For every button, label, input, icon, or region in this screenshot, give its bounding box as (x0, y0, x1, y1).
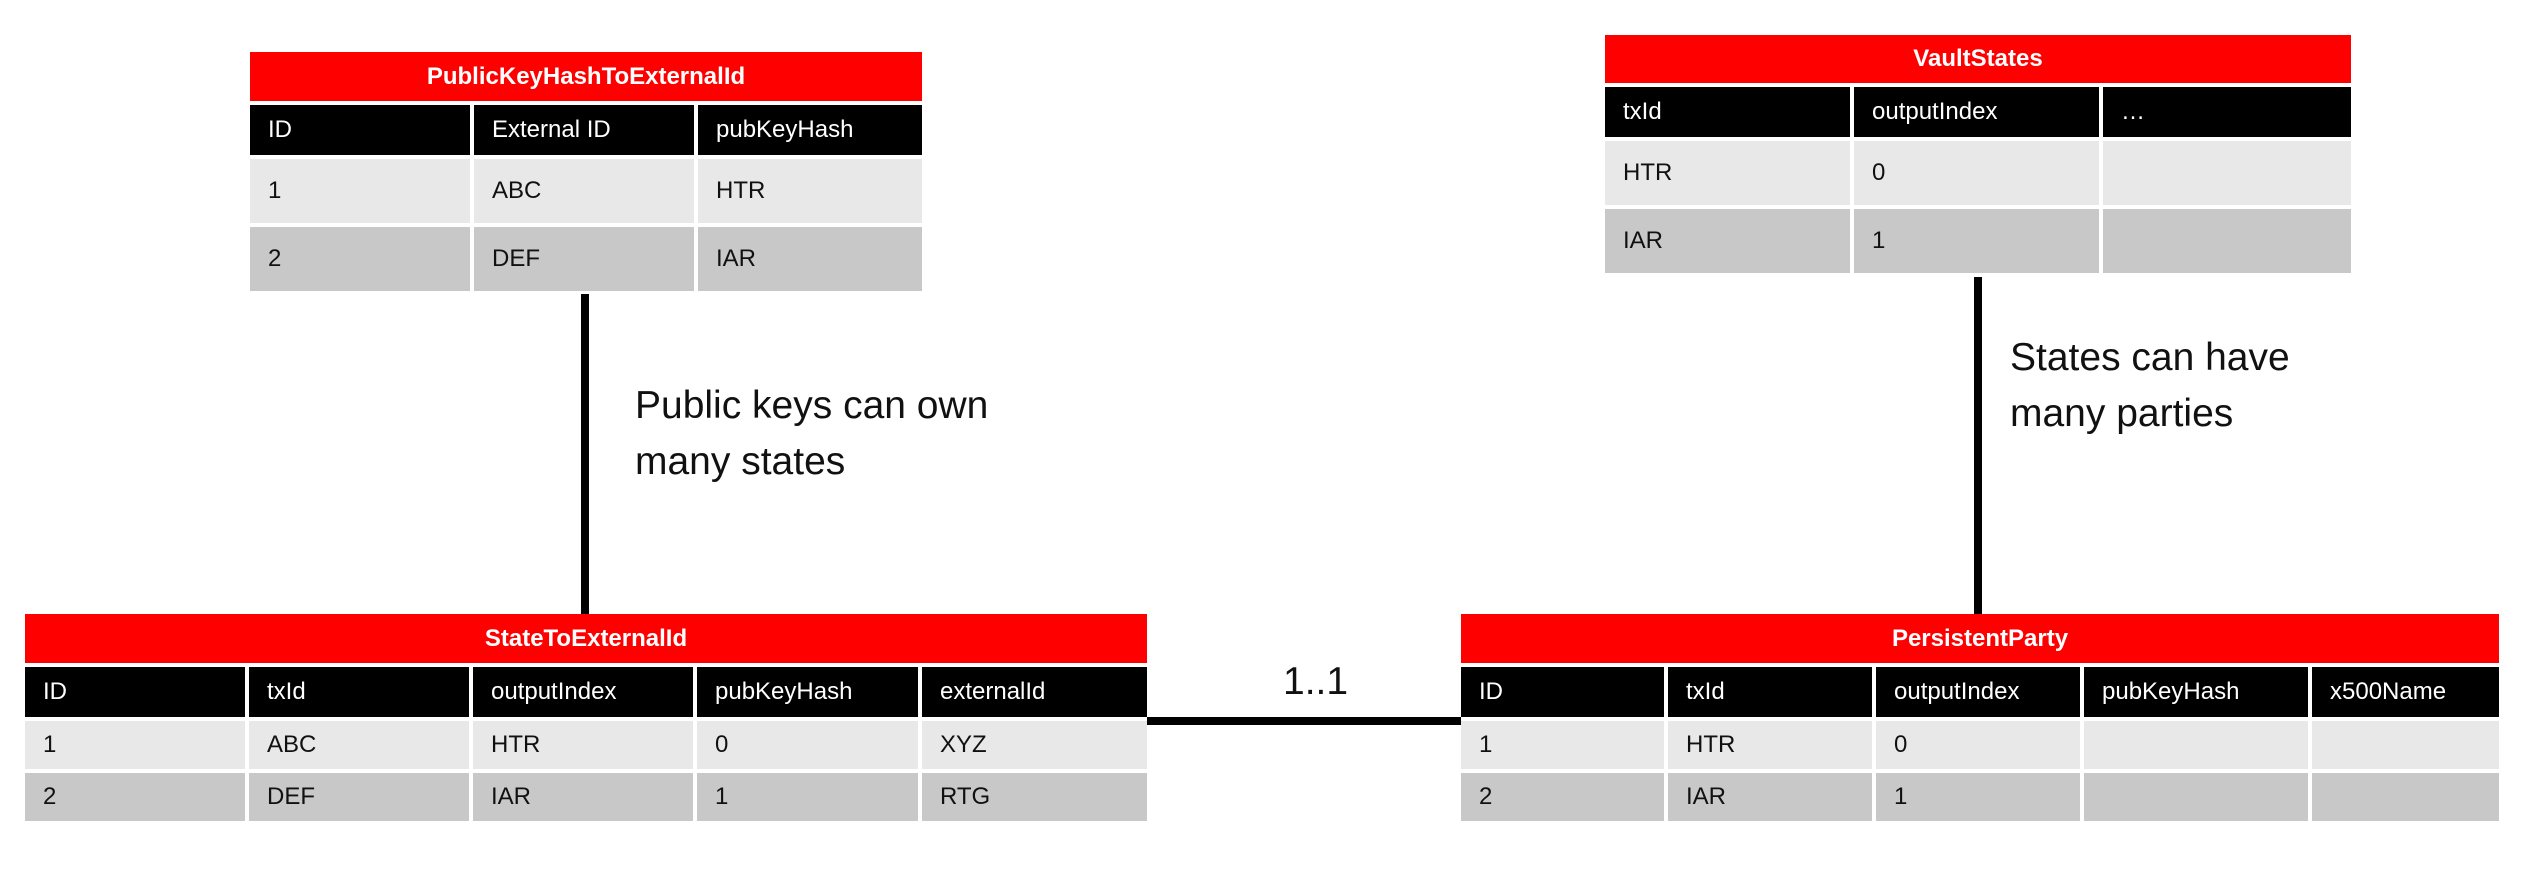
table-header-row: txId outputIndex … (1605, 87, 2351, 137)
table-cell: HTR (1668, 721, 1876, 769)
table-publickeyhash-to-externalid: PublicKeyHashToExternalId ID External ID… (250, 52, 922, 291)
table-row: HTR 0 (1605, 137, 2351, 205)
table-cell: 2 (1461, 773, 1668, 821)
table-cell: HTR (473, 721, 697, 769)
table-row: 1 ABC HTR (250, 155, 922, 223)
table-cell: 0 (1854, 141, 2103, 205)
header-cell: ID (1461, 667, 1668, 717)
table-cell: IAR (698, 227, 922, 291)
table-title: VaultStates (1605, 35, 2351, 87)
header-cell: External ID (474, 105, 698, 155)
table-cell (2084, 773, 2312, 821)
connector-vault-to-party (1974, 277, 1982, 614)
table-cell: 0 (1876, 721, 2084, 769)
table-cell: DEF (249, 773, 473, 821)
table-row: 2 IAR 1 (1461, 769, 2499, 821)
table-cell: HTR (698, 159, 922, 223)
note-line: many states (635, 440, 846, 483)
table-state-to-externalid: StateToExternalId ID txId outputIndex pu… (25, 614, 1147, 821)
table-cell: RTG (922, 773, 1147, 821)
table-cell: HTR (1605, 141, 1854, 205)
table-cell (2103, 209, 2351, 273)
table-cell (2312, 721, 2499, 769)
table-cell: IAR (1605, 209, 1854, 273)
header-cell: pubKeyHash (697, 667, 922, 717)
table-cell (2084, 721, 2312, 769)
table-header-row: ID txId outputIndex pubKeyHash externalI… (25, 667, 1147, 717)
table-cell: 1 (1461, 721, 1668, 769)
table-cell: 1 (1854, 209, 2103, 273)
note-public-keys: Public keys can own many states (635, 378, 988, 490)
table-cell (2312, 773, 2499, 821)
note-states-parties: States can have many parties (2010, 330, 2290, 442)
header-cell: ID (25, 667, 249, 717)
table-cell: IAR (473, 773, 697, 821)
table-title: PublicKeyHashToExternalId (250, 52, 922, 105)
table-cell: DEF (474, 227, 698, 291)
note-line: Public keys can own (635, 384, 989, 427)
note-line: many parties (2010, 392, 2234, 435)
table-title: PersistentParty (1461, 614, 2499, 667)
note-line: States can have (2010, 336, 2290, 379)
header-cell: txId (1668, 667, 1876, 717)
table-cell: 1 (697, 773, 922, 821)
table-cell: 2 (250, 227, 474, 291)
table-cell: ABC (474, 159, 698, 223)
table-cell (2103, 141, 2351, 205)
header-cell: … (2103, 87, 2351, 137)
table-row: IAR 1 (1605, 205, 2351, 273)
connector-state-to-party (1147, 717, 1461, 725)
cardinality-label: 1..1 (1283, 660, 1349, 703)
header-cell: x500Name (2312, 667, 2499, 717)
table-cell: ABC (249, 721, 473, 769)
table-row: 1 ABC HTR 0 XYZ (25, 717, 1147, 769)
table-header-row: ID txId outputIndex pubKeyHash x500Name (1461, 667, 2499, 717)
table-cell: XYZ (922, 721, 1147, 769)
table-cell: 1 (250, 159, 474, 223)
table-row: 2 DEF IAR (250, 223, 922, 291)
header-cell: ID (250, 105, 474, 155)
header-cell: outputIndex (1854, 87, 2103, 137)
table-cell: 1 (25, 721, 249, 769)
table-persistentparty: PersistentParty ID txId outputIndex pubK… (1461, 614, 2499, 821)
table-row: 1 HTR 0 (1461, 717, 2499, 769)
header-cell: pubKeyHash (2084, 667, 2312, 717)
table-cell: 1 (1876, 773, 2084, 821)
table-row: 2 DEF IAR 1 RTG (25, 769, 1147, 821)
table-vaultstates: VaultStates txId outputIndex … HTR 0 IAR… (1605, 35, 2351, 273)
table-cell: 0 (697, 721, 922, 769)
table-title: StateToExternalId (25, 614, 1147, 667)
header-cell: txId (1605, 87, 1854, 137)
table-cell: IAR (1668, 773, 1876, 821)
connector-pkh-to-state (581, 294, 589, 614)
header-cell: txId (249, 667, 473, 717)
header-cell: outputIndex (473, 667, 697, 717)
header-cell: pubKeyHash (698, 105, 922, 155)
table-cell: 2 (25, 773, 249, 821)
header-cell: outputIndex (1876, 667, 2084, 717)
header-cell: externalId (922, 667, 1147, 717)
table-header-row: ID External ID pubKeyHash (250, 105, 922, 155)
